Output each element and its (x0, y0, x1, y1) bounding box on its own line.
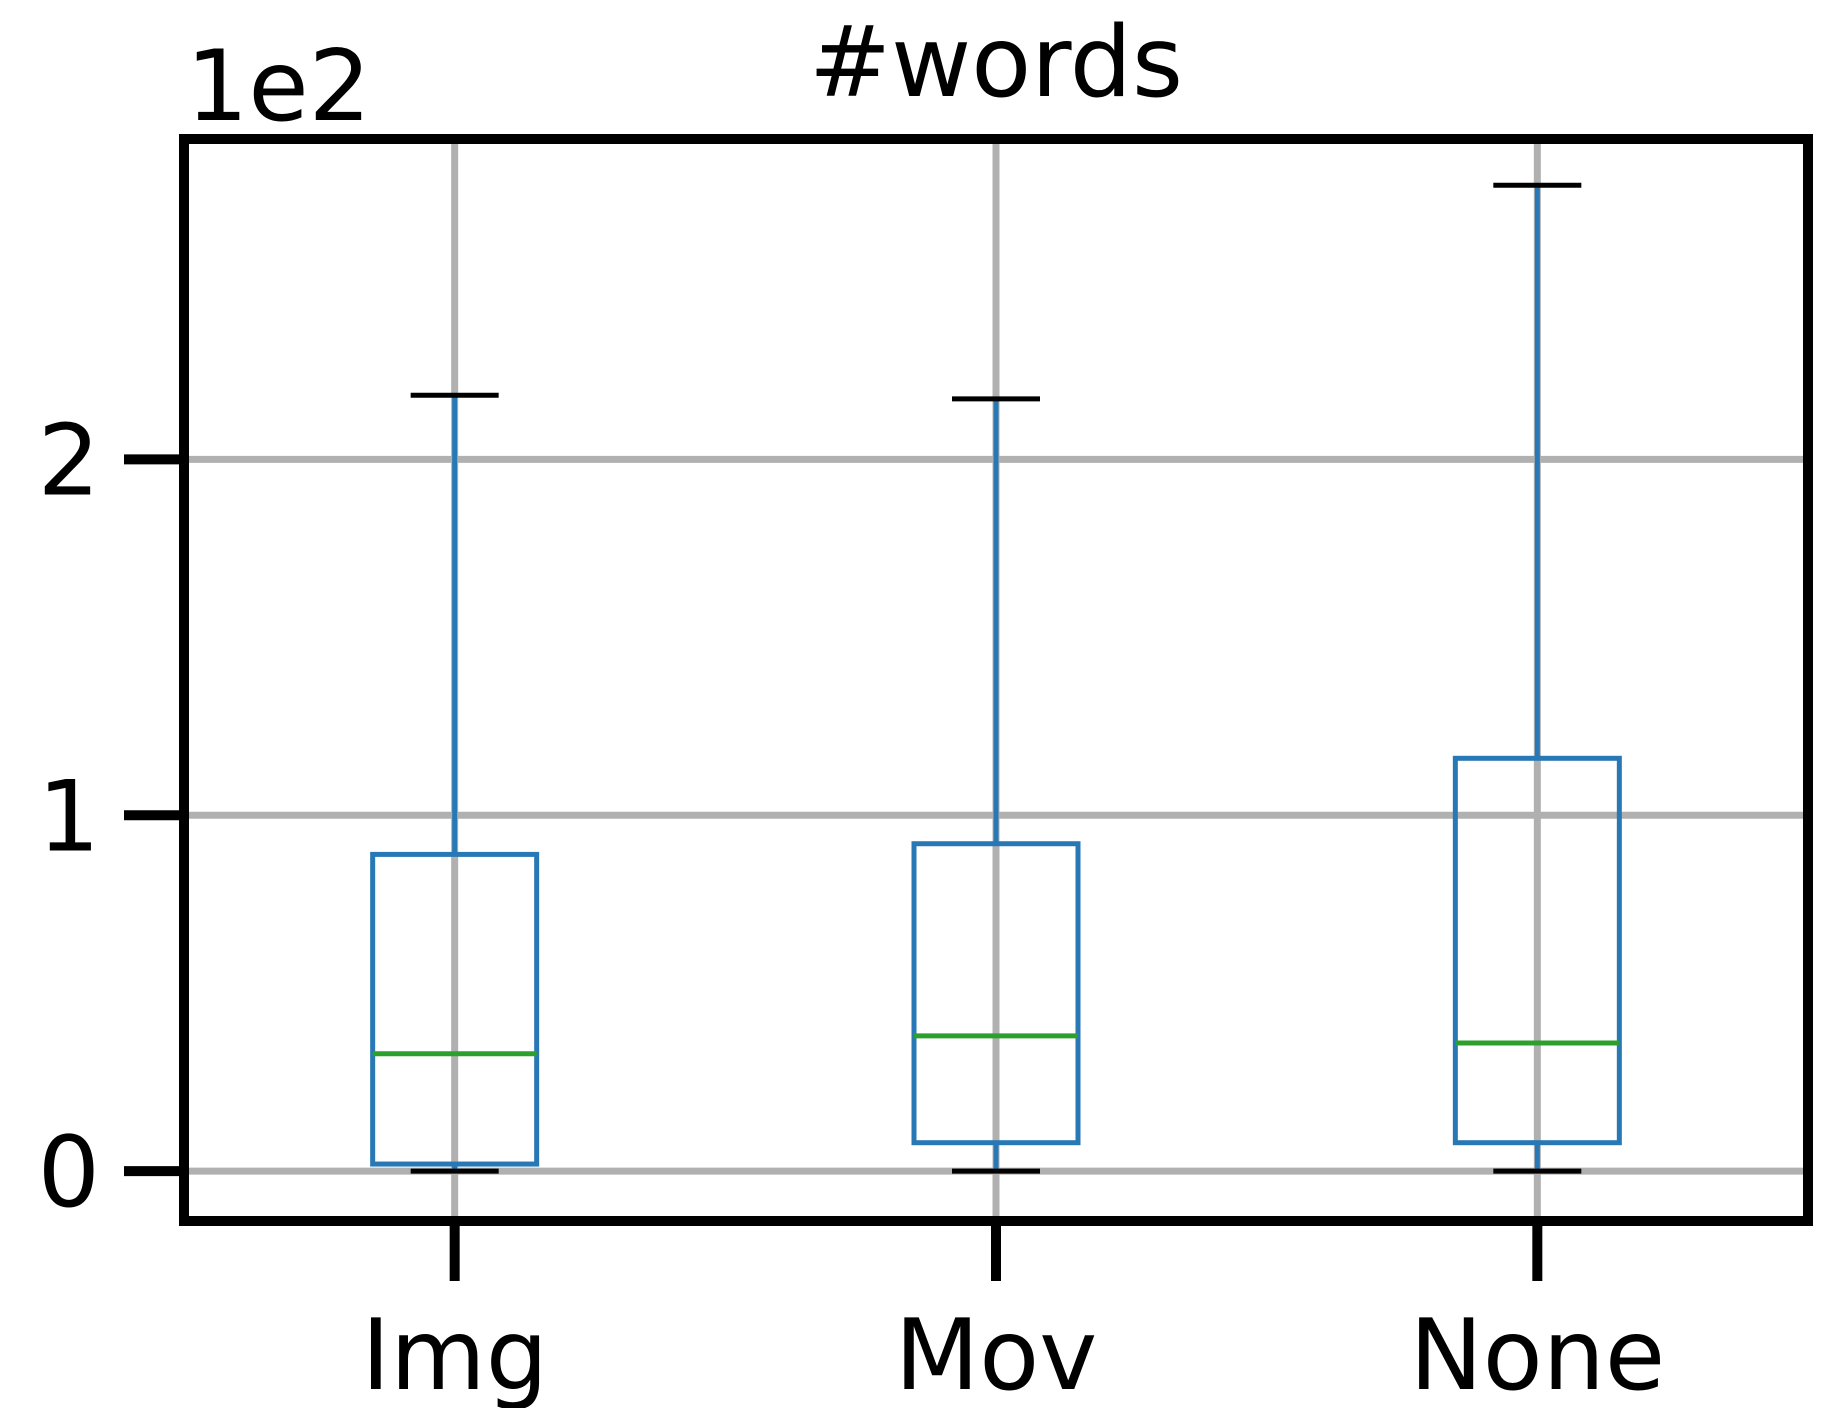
iqr-box (911, 841, 1081, 1146)
box-none (1452, 182, 1622, 1174)
chart-title: #words (809, 6, 1183, 120)
y-tick-label: 1 (38, 760, 100, 874)
box-mov (911, 396, 1081, 1174)
iqr-box (1452, 755, 1622, 1146)
axis-ticks: 0 1 2 Img Mov None (38, 404, 1666, 1408)
box-img (370, 392, 540, 1174)
y-tick-label: 0 (38, 1116, 100, 1230)
y-axis-offset-label: 1e2 (186, 30, 371, 144)
x-tick-label: Mov (895, 1299, 1098, 1408)
box-series (370, 182, 1622, 1174)
iqr-box (370, 851, 540, 1167)
y-tick-label: 2 (38, 404, 100, 518)
x-tick-label: Img (361, 1299, 548, 1408)
x-tick-label: None (1409, 1299, 1665, 1408)
